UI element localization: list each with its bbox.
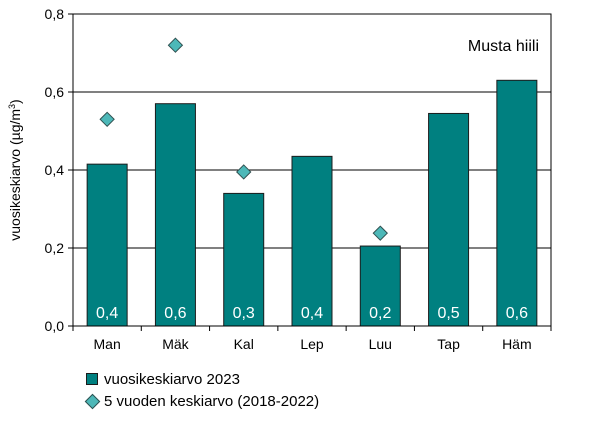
y-tick-label: 0,8 <box>45 6 65 22</box>
x-tick-label: Kal <box>234 336 254 352</box>
y-axis-label-sup: 3 <box>7 104 17 109</box>
y-tick-label: 0,2 <box>45 240 65 256</box>
marker-diamond <box>236 164 252 180</box>
bar <box>359 245 401 327</box>
x-tick-label: Man <box>94 336 121 352</box>
y-axis-ticks: 0,0 0,2 0,4 0,6 0,8 <box>45 6 73 334</box>
bar <box>86 163 128 327</box>
bar-value-label: 0,2 <box>369 305 391 322</box>
bar <box>428 112 470 327</box>
bar <box>291 155 333 327</box>
legend: vuosikeskiarvo 2023 5 vuoden keskiarvo (… <box>84 368 319 412</box>
x-tick-label: Lep <box>300 336 324 352</box>
y-tick-label: 0,0 <box>45 318 65 334</box>
x-axis-ticks: Man Mäk Kal Lep Luu Tap Häm <box>72 326 552 352</box>
legend-item-bars: vuosikeskiarvo 2023 <box>84 368 319 390</box>
legend-swatch-diamond <box>84 393 100 409</box>
bar-value-label: 0,6 <box>164 305 186 322</box>
chart-annotation: Musta hiili <box>468 38 539 55</box>
bar <box>223 192 265 327</box>
bar-value-label: 0,4 <box>96 305 118 322</box>
bar-value-label: 0,4 <box>301 305 323 322</box>
legend-swatch-square <box>84 371 100 387</box>
x-tick-label: Mäk <box>162 336 189 352</box>
x-tick-label: Luu <box>369 336 392 352</box>
legend-label-bars: vuosikeskiarvo 2023 <box>104 370 240 388</box>
bar <box>154 103 196 327</box>
bar-value-label: 0,3 <box>233 305 255 322</box>
y-axis-label: vuosikeskiarvo (µg/m3) <box>7 99 23 240</box>
legend-label-markers: 5 vuoden keskiarvo (2018-2022) <box>104 392 320 410</box>
marker-diamond <box>372 225 388 241</box>
marker-diamond <box>167 37 184 53</box>
y-tick-label: 0,6 <box>45 84 65 100</box>
marker-diamond <box>99 111 115 128</box>
bar-value-label: 0,5 <box>437 305 459 322</box>
markers <box>99 37 388 241</box>
x-tick-label: Tap <box>437 336 460 352</box>
legend-item-markers: 5 vuoden keskiarvo (2018-2022) <box>84 390 319 412</box>
bar <box>496 79 538 327</box>
bar-value-label: 0,6 <box>506 305 528 322</box>
x-tick-label: Häm <box>502 336 532 352</box>
bars: 0,4 0,6 0,3 0,4 0,2 0,5 0,6 <box>86 79 538 327</box>
y-tick-label: 0,4 <box>45 162 65 178</box>
y-axis-label-main: vuosikeskiarvo (µg/m <box>7 109 23 241</box>
y-axis-label-close: ) <box>7 99 23 104</box>
